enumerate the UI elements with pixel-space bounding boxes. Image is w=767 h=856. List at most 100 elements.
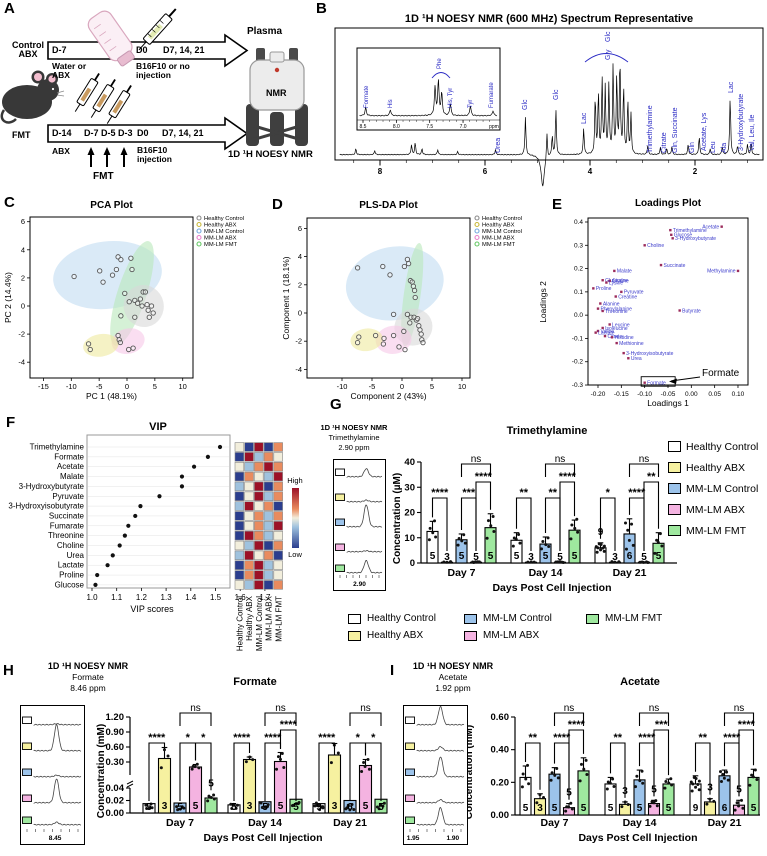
svg-text:ppm: ppm: [489, 124, 499, 130]
svg-text:Alanine: Alanine: [603, 301, 620, 307]
svg-text:Phe: Phe: [437, 58, 443, 69]
svg-text:Choline: Choline: [647, 243, 664, 249]
svg-text:1.20: 1.20: [106, 712, 125, 723]
svg-text:Methylamine: Methylamine: [707, 269, 736, 275]
svg-text:Days Post Cell Injection: Days Post Cell Injection: [578, 832, 697, 844]
legend-item: Healthy ABX: [348, 630, 423, 641]
svg-text:0.00: 0.00: [685, 391, 698, 398]
svg-text:0.60: 0.60: [106, 742, 125, 753]
svg-text:Day 14: Day 14: [529, 567, 563, 579]
svg-text:3: 3: [612, 552, 618, 563]
svg-text:Concentration (mM): Concentration (mM): [464, 725, 475, 819]
svg-text:8.45: 8.45: [49, 835, 62, 842]
svg-text:Urea: Urea: [631, 356, 642, 362]
svg-text:****: ****: [553, 732, 571, 744]
svg-text:5: 5: [514, 551, 520, 562]
svg-text:2.90: 2.90: [353, 581, 366, 588]
svg-text:****: ****: [148, 732, 166, 744]
svg-text:Gln, Succinate: Gln, Succinate: [672, 107, 679, 153]
svg-text:0: 0: [298, 309, 302, 318]
water-or-abx-label: Water or ABX: [52, 61, 87, 80]
legend-swatch: [668, 483, 681, 494]
svg-text:3: 3: [444, 552, 450, 563]
inset-g-metabolite: Trimethylamine: [328, 433, 380, 442]
svg-text:0.4: 0.4: [574, 219, 583, 226]
svg-text:Trimethylamine: Trimethylamine: [673, 228, 707, 234]
svg-text:5: 5: [751, 803, 757, 814]
svg-text:-2: -2: [18, 330, 25, 339]
legend-label: MM-LM FMT: [686, 524, 747, 537]
legend-item: MM-LM Control: [668, 478, 758, 499]
svg-text:1.4: 1.4: [185, 593, 197, 602]
svg-text:4: 4: [588, 167, 593, 176]
panel-a-schematic: [0, 8, 308, 167]
svg-text:3-Hydroxyisobutyrate: 3-Hydroxyisobutyrate: [8, 502, 84, 511]
inset-i-metabolite: Acetate: [438, 672, 468, 682]
svg-text:Malate: Malate: [617, 269, 632, 275]
svg-text:6: 6: [722, 803, 728, 814]
svg-text:1.7: 1.7: [259, 593, 271, 602]
panel-d-letter: D: [272, 196, 283, 213]
svg-text:Ala: Ala: [721, 143, 728, 153]
svg-text:Lysine: Lysine: [609, 280, 623, 286]
svg-text:3-Hydroxybutyrate: 3-Hydroxybutyrate: [675, 236, 716, 242]
svg-text:Loadings 2: Loadings 2: [538, 281, 548, 323]
inset-i-title: 1D ¹H NOESY NMR: [412, 661, 494, 671]
svg-text:9: 9: [693, 803, 699, 814]
svg-text:8.5: 8.5: [360, 124, 367, 130]
inset-header-h: 1D ¹H NOESY NMR Formate 8.46 ppm: [28, 661, 148, 694]
svg-text:-10: -10: [66, 382, 77, 391]
svg-text:MM-LM FMT: MM-LM FMT: [274, 596, 283, 642]
acetate-nmr-inset: 1.95 1.90: [403, 705, 468, 845]
svg-text:*: *: [606, 487, 611, 499]
timeline-top-d7-14-21: D7, 14, 21: [163, 45, 205, 55]
svg-text:6: 6: [627, 551, 633, 562]
svg-text:Day 7: Day 7: [540, 817, 568, 829]
svg-text:Formate: Formate: [54, 452, 84, 461]
svg-text:3-Hydroxyisobutyrate: 3-Hydroxyisobutyrate: [626, 351, 673, 357]
legend-item: MM-LM Control: [464, 613, 552, 624]
legend-item: MM-LM ABX: [668, 499, 758, 520]
svg-text:0.30: 0.30: [106, 757, 125, 768]
svg-text:****: ****: [280, 719, 298, 731]
svg-text:**: **: [528, 732, 537, 744]
svg-text:****: ****: [264, 732, 282, 744]
svg-text:Methionine: Methionine: [619, 341, 644, 347]
svg-text:7.0: 7.0: [460, 124, 467, 130]
svg-text:**: **: [613, 732, 622, 744]
svg-text:****: ****: [723, 732, 741, 744]
svg-text:*: *: [371, 732, 376, 744]
svg-text:5: 5: [193, 801, 199, 812]
svg-text:Pyruvate: Pyruvate: [52, 492, 84, 501]
svg-text:ns: ns: [471, 454, 482, 465]
svg-text:Tyr: Tyr: [468, 100, 474, 108]
svg-text:Day 7: Day 7: [447, 567, 475, 579]
svg-text:0.02: 0.02: [106, 796, 125, 807]
svg-text:Glc: Glc: [605, 31, 612, 42]
svg-text:Healthy ABX: Healthy ABX: [204, 223, 237, 229]
svg-text:Phenylalanine: Phenylalanine: [601, 306, 633, 312]
control-abx-label: Control ABX: [12, 40, 44, 59]
svg-text:*: *: [356, 732, 361, 744]
svg-text:1.5: 1.5: [210, 593, 222, 602]
svg-text:5: 5: [146, 802, 152, 813]
svg-text:5: 5: [572, 551, 578, 562]
svg-text:MM-LM Control: MM-LM Control: [204, 229, 244, 235]
group-legend-vertical: Healthy Control Healthy ABX MM-LM Control M…: [668, 436, 758, 541]
svg-text:5: 5: [637, 803, 643, 814]
svg-text:3: 3: [162, 801, 168, 812]
svg-text:5: 5: [581, 803, 587, 814]
legend-swatch: [464, 630, 477, 641]
svg-text:5: 5: [552, 803, 558, 814]
svg-text:**: **: [698, 732, 707, 744]
legend-label: Healthy ABX: [367, 630, 424, 641]
svg-text:0.40: 0.40: [491, 745, 510, 756]
panel-g-letter: G: [330, 396, 342, 413]
svg-text:-0.3: -0.3: [572, 382, 584, 389]
svg-text:0.1: 0.1: [574, 289, 583, 296]
panel-a-letter: A: [4, 0, 15, 17]
inset-header-i: 1D ¹H NOESY NMR Acetate 1.92 ppm: [393, 661, 513, 694]
svg-text:5: 5: [557, 552, 563, 563]
svg-text:PCA Plot: PCA Plot: [90, 200, 133, 211]
svg-text:Day 21: Day 21: [708, 817, 742, 829]
